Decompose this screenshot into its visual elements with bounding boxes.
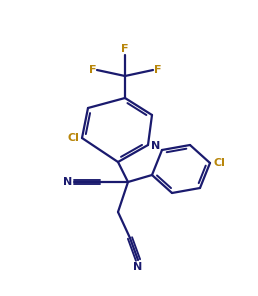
Text: N: N: [151, 141, 160, 151]
Text: Cl: Cl: [67, 133, 79, 143]
Text: N: N: [63, 177, 72, 187]
Text: F: F: [88, 65, 96, 75]
Text: F: F: [154, 65, 162, 75]
Text: Cl: Cl: [213, 158, 225, 168]
Text: F: F: [121, 44, 129, 54]
Text: N: N: [133, 262, 143, 272]
